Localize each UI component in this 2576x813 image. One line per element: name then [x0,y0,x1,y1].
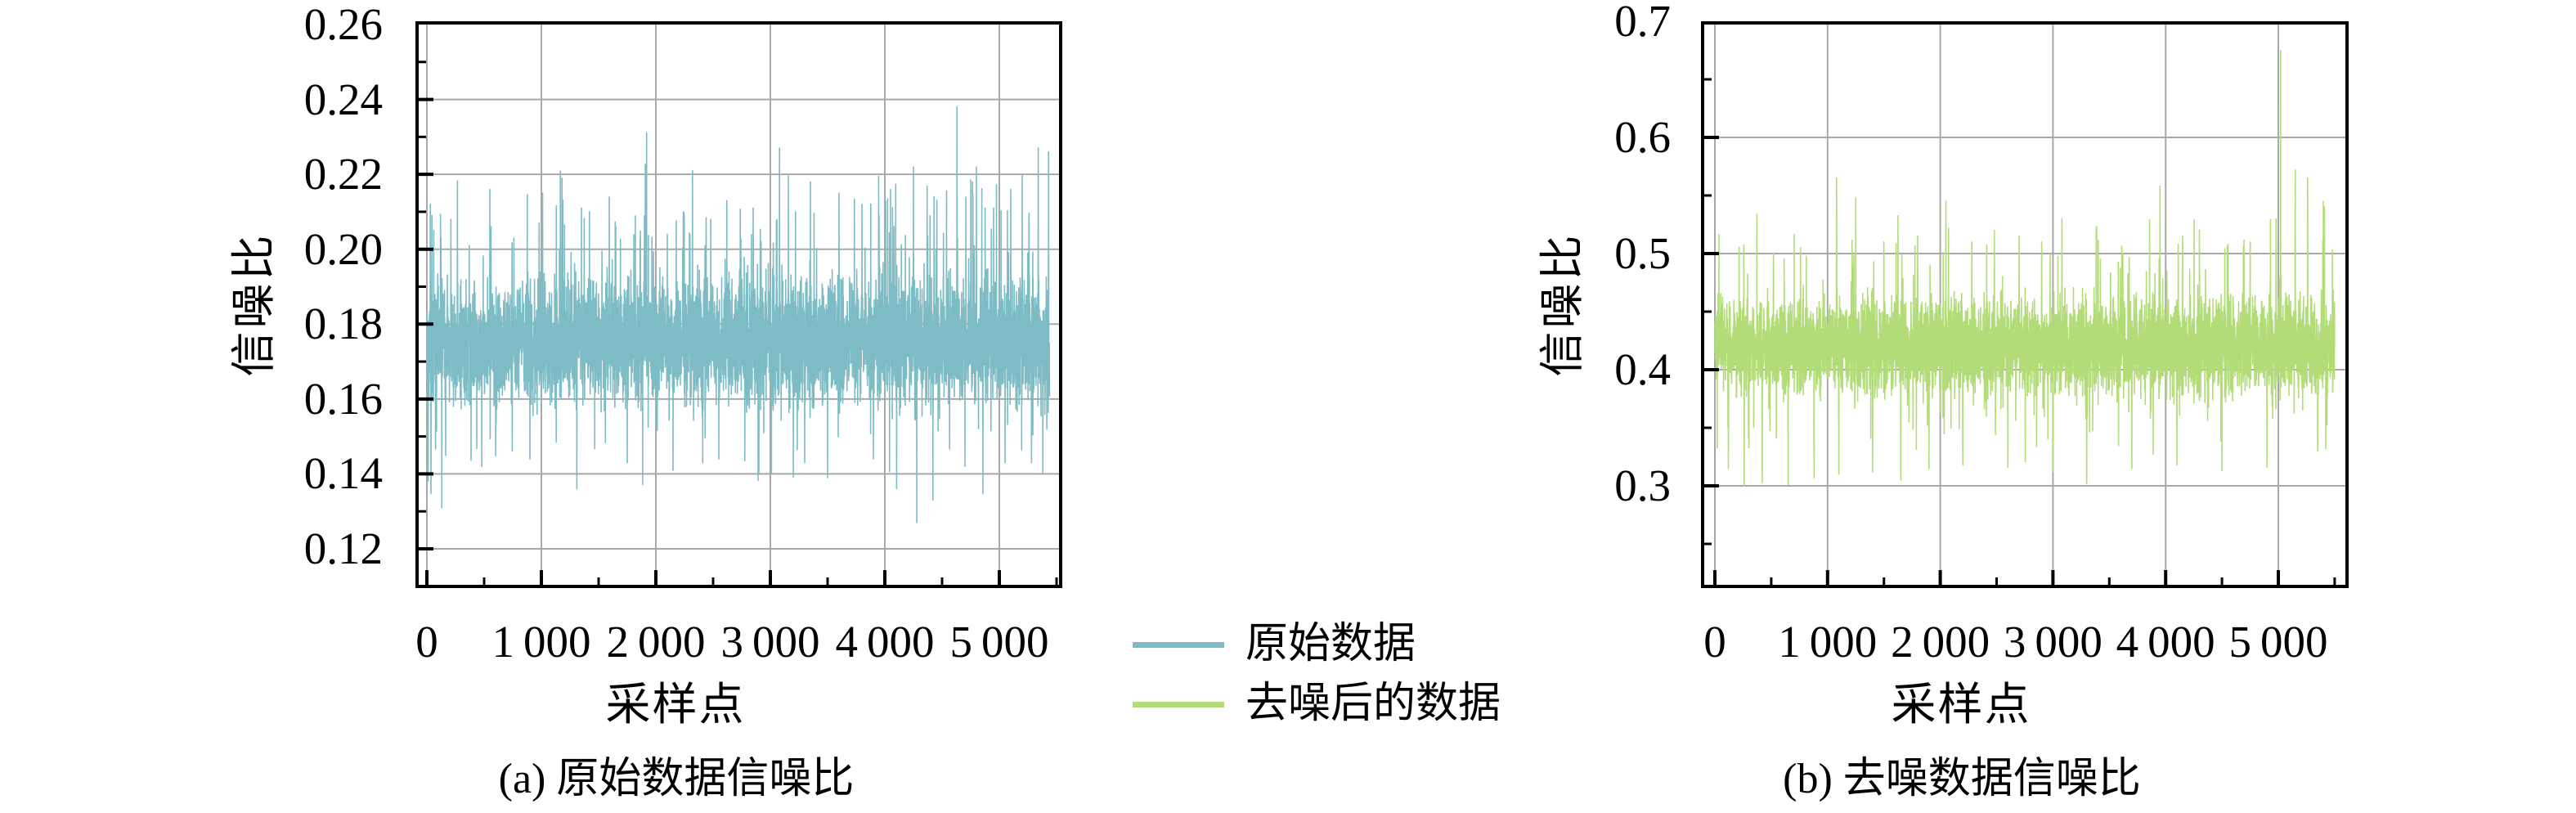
x-tick-label: 2 000 [606,617,706,667]
x-tick-label: 5 000 [2228,617,2328,667]
y-tick-label: 0.16 [303,373,383,424]
plot-frame [415,21,1062,588]
x-tick-label: 3 000 [720,617,820,667]
x-tick-label: 0 [415,617,438,667]
x-tick-label: 4 000 [835,617,935,667]
legend-swatch-denoised-line [1133,701,1224,707]
series-original-line [426,106,1051,523]
x-tick-label: 0 [1703,617,1726,667]
legend-item-original: 原始数据 [1133,619,1416,670]
x-tick-label: 1 000 [1778,617,1878,667]
x-tick-label: 3 000 [2003,617,2103,667]
x-tick-label: 4 000 [2116,617,2215,667]
y-tick-label: 0.6 [1614,112,1671,162]
y-tick-label: 0.7 [1614,0,1671,46]
series-denoised-line [1714,49,2336,487]
y-tick-label: 0.12 [303,523,383,573]
y-tick-label: 0.4 [1614,344,1671,394]
y-tick-label: 0.20 [303,223,383,274]
legend-item-denoised: 去噪后的数据 [1133,679,1501,730]
y-tick-label: 0.5 [1614,228,1671,278]
x-tick-label: 1 000 [491,617,591,667]
y-tick-label: 0.22 [303,149,383,200]
y-tick-label: 0.18 [303,299,383,349]
y-tick-label: 0.3 [1614,460,1671,510]
legend-label-original: 原始数据 [1245,621,1416,667]
x-tick-label: 5 000 [949,617,1049,667]
plot-frame [1701,21,2349,588]
x-tick-label: 2 000 [1891,617,1990,667]
right-panel-caption: (b) 去噪数据信噪比 [1783,756,2141,802]
plot-panel-a [415,21,1062,588]
left-panel-caption: (a) 原始数据信噪比 [498,756,855,802]
legend-swatch-original-line [1133,641,1224,648]
y-tick-label: 0.26 [303,0,383,49]
legend-label-denoised: 去噪后的数据 [1245,680,1501,727]
right-y-axis-label: 信噪比 [1537,231,1587,377]
right-x-axis-label: 采样点 [1891,680,2031,730]
left-x-axis-label: 采样点 [605,680,746,730]
y-tick-label: 0.14 [303,448,383,499]
y-tick-label: 0.24 [303,74,383,124]
plot-panel-b [1701,21,2349,588]
